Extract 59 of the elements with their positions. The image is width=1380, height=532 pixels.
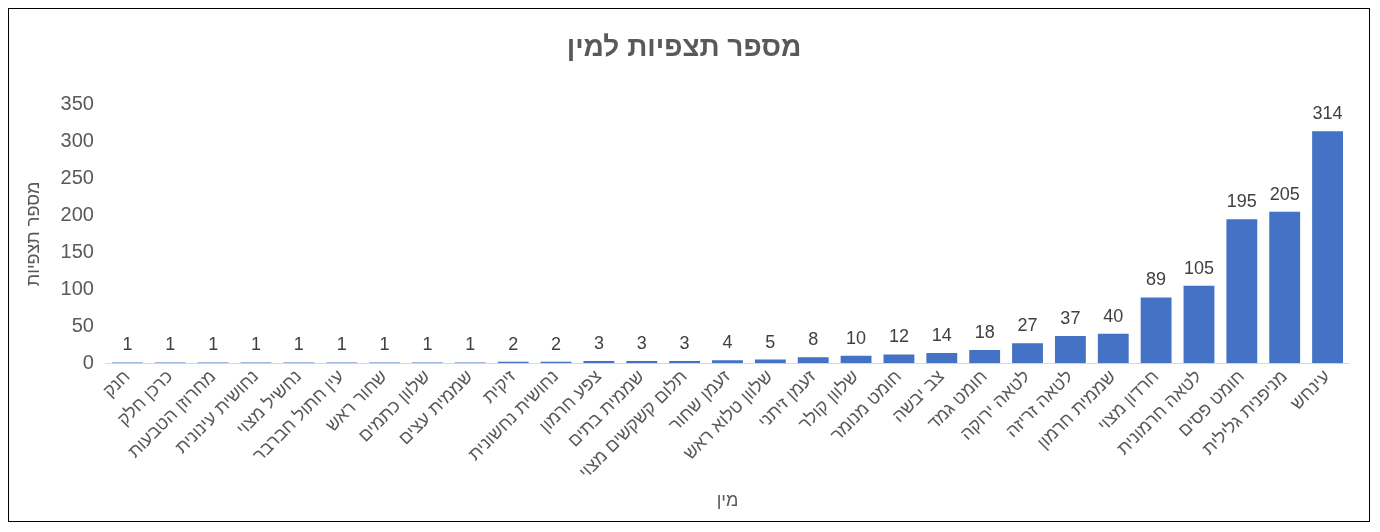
bar [1226, 219, 1258, 364]
data-label: 1 [336, 334, 347, 355]
bar [583, 361, 615, 364]
y-tick-label: 150 [60, 239, 94, 262]
y-tick-label: 0 [82, 350, 94, 373]
bar [840, 355, 872, 364]
data-label: 1 [465, 334, 476, 355]
data-label: 1 [293, 334, 304, 355]
bar [883, 354, 915, 364]
data-label: 40 [1103, 305, 1124, 326]
bar [926, 352, 958, 364]
data-label: 195 [1226, 191, 1257, 212]
data-label: 1 [208, 334, 219, 355]
data-label: 105 [1183, 257, 1214, 278]
data-label: 10 [846, 327, 867, 348]
y-tick-label: 200 [60, 202, 94, 225]
bar [626, 361, 658, 364]
data-label: 3 [636, 333, 647, 354]
data-label: 5 [765, 331, 776, 352]
bar [1183, 285, 1215, 364]
bar [669, 361, 701, 364]
chart-title: מספר תצפיות למין [566, 30, 802, 62]
y-tick-label: 250 [60, 166, 94, 189]
bar [1097, 333, 1129, 364]
data-label: 1 [165, 334, 176, 355]
x-tick-label: עינחש [1286, 366, 1334, 414]
y-tick-label: 100 [60, 276, 94, 299]
data-label: 1 [422, 334, 433, 355]
data-label: 3 [679, 333, 690, 354]
bar [1012, 343, 1043, 364]
data-label: 18 [974, 321, 995, 342]
bar [797, 357, 829, 364]
data-label: 12 [888, 326, 909, 347]
data-label: 37 [1060, 307, 1081, 328]
data-label: 2 [551, 333, 562, 354]
data-label: 14 [931, 324, 952, 345]
data-label: 1 [379, 334, 390, 355]
data-label: 205 [1269, 183, 1300, 204]
bar [1140, 297, 1172, 364]
data-label: 1 [122, 334, 133, 355]
data-label: 2 [508, 333, 519, 354]
data-label: 3 [593, 333, 604, 354]
y-tick-label: 50 [71, 313, 94, 336]
y-axis-title: מספר תצפיות [22, 181, 43, 287]
data-label: 89 [1146, 269, 1167, 290]
data-label: 4 [722, 332, 733, 353]
data-label: 27 [1017, 315, 1038, 336]
y-tick-label: 300 [60, 129, 94, 152]
data-label: 8 [808, 329, 819, 350]
data-label: 1 [250, 334, 261, 355]
bar [1312, 131, 1343, 364]
data-label: 314 [1312, 103, 1343, 124]
y-tick-label: 350 [60, 92, 94, 115]
x-tick-label: חנק [99, 366, 134, 401]
bar [1054, 335, 1086, 364]
bar [969, 349, 1001, 364]
bar [1269, 211, 1301, 364]
x-axis-title: מין [716, 490, 739, 511]
bar [712, 360, 743, 364]
